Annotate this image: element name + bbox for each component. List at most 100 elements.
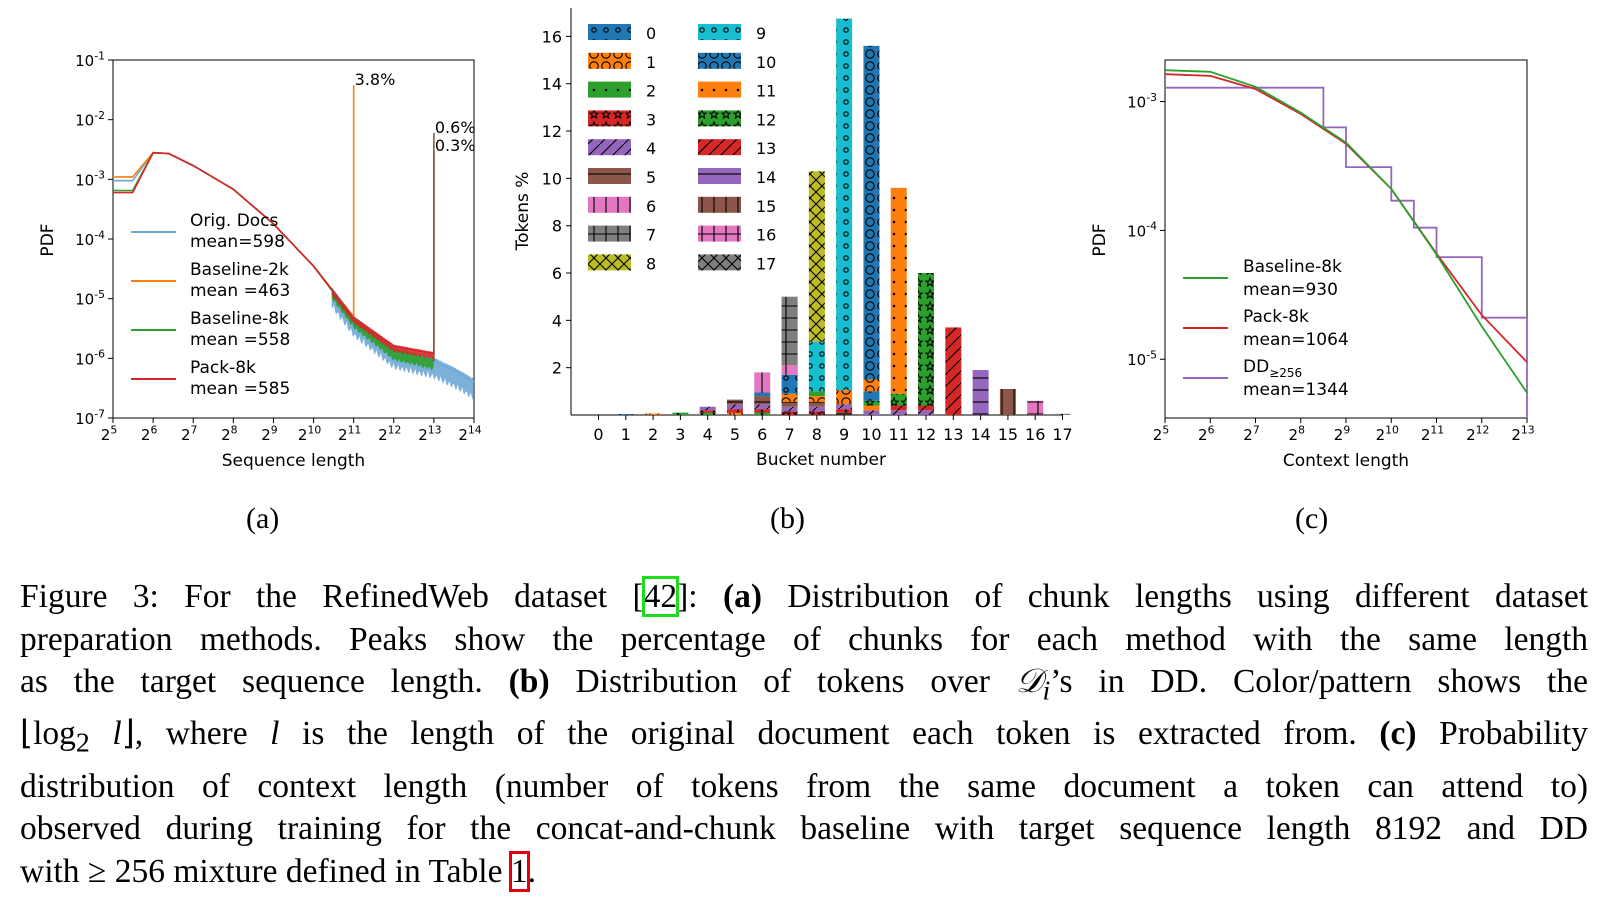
bar-segment <box>645 413 662 415</box>
x-tick-label: 29 <box>261 423 278 444</box>
legend-label: Orig. Docs <box>190 211 279 231</box>
x-axis-label: Bucket number <box>756 450 886 470</box>
legend-label: 8 <box>646 254 656 273</box>
bar-segment <box>672 412 689 415</box>
legend-swatch <box>698 24 741 40</box>
legend-swatch <box>588 139 631 156</box>
legend-swatch <box>698 52 741 69</box>
bar-segment <box>699 406 716 411</box>
bar-segment <box>863 400 880 406</box>
x-axis-label: Sequence length <box>222 451 365 471</box>
table-link[interactable]: 1 <box>508 850 530 892</box>
legend-label: Baseline-8k <box>1243 257 1342 277</box>
legend-label: 9 <box>756 24 766 43</box>
x-tick-label: 10 <box>861 425 881 444</box>
x-tick-label: 0 <box>593 425 603 444</box>
citation-link[interactable]: 42 <box>641 576 680 617</box>
bar-segment <box>781 296 798 366</box>
legend-swatch <box>698 254 741 271</box>
chart-c-frame <box>1164 59 1528 419</box>
bar-segment <box>972 370 989 415</box>
x-tick-label: 28 <box>221 423 238 444</box>
legend-swatch <box>698 81 741 98</box>
legend-label: Baseline-2k <box>190 260 289 280</box>
x-tick-label: 211 <box>1421 423 1444 444</box>
legend-label: 10 <box>756 53 776 72</box>
bar-segment <box>863 45 880 380</box>
x-tick-label: 212 <box>1466 423 1489 444</box>
bar-segment <box>754 396 771 405</box>
legend-label: 17 <box>756 254 776 273</box>
legend-label: Baseline-8k <box>190 309 289 329</box>
bar-segment <box>999 388 1016 415</box>
y-tick-label: 16 <box>542 27 562 46</box>
bar-segment <box>754 412 771 415</box>
series-noise-3 <box>331 287 434 360</box>
legend-swatch <box>698 225 741 242</box>
legend-label: Pack-8k <box>190 358 256 378</box>
x-tick-label: 8 <box>812 425 822 444</box>
bar-segment <box>918 273 935 406</box>
legend-swatch <box>698 196 741 213</box>
legend-label: 12 <box>756 110 776 129</box>
legend-mean: mean=930 <box>1243 280 1338 300</box>
bar-segment <box>863 391 880 401</box>
series-noise-2 <box>331 287 434 370</box>
x-tick-label: 5 <box>730 425 740 444</box>
chart-a: 25 26 27 28 29 210 211 212 213 214 10-7 10-6 10-5 10-… <box>38 49 482 471</box>
figure-caption: Figure 3: For the RefinedWeb dataset [42… <box>20 576 1588 894</box>
bar-segment <box>836 390 853 405</box>
caption-line-6: observed during training for the concat-… <box>20 810 1588 848</box>
y-tick-label: 10-2 <box>75 109 105 130</box>
chart-c-legend: Baseline-8k mean=930 Pack-8k mean=1064 DD≥25… <box>1183 257 1349 400</box>
panel-label-c: (c) <box>1295 502 1329 535</box>
legend-mean: mean =585 <box>190 379 290 399</box>
bar-segment <box>699 412 716 415</box>
y-tick-label: 8 <box>552 217 562 236</box>
bar-segment <box>726 409 743 413</box>
x-tick-label: 11 <box>889 425 909 444</box>
bar-segment <box>808 396 825 402</box>
x-tick-label: 25 <box>101 423 117 444</box>
bar-segment <box>808 341 825 392</box>
legend-swatch <box>698 168 741 184</box>
x-tick-label: 13 <box>943 425 963 444</box>
x-tick-label: 213 <box>418 423 441 444</box>
x-tick-label: 7 <box>784 425 794 444</box>
bar-segment <box>890 393 907 406</box>
bar-segment <box>918 405 935 411</box>
x-tick-label: 210 <box>298 423 321 444</box>
series-line-dd <box>1165 86 1528 418</box>
y-tick-label: 4 <box>552 311 562 330</box>
x-tick-label: 211 <box>338 423 361 444</box>
bar-segment <box>863 379 880 392</box>
x-tick-label: 212 <box>378 423 401 444</box>
legend-label: 3 <box>646 110 656 129</box>
y-tick-label: 10-4 <box>1127 220 1157 241</box>
bar-segment <box>808 171 825 342</box>
legend-swatch <box>588 225 631 242</box>
legend-mean: mean =463 <box>190 281 290 301</box>
series-line-0 <box>113 151 475 383</box>
chart-c: 25 26 27 28 29 210 211 212 213 10-5 10-4 10-3 Contex… <box>1090 59 1535 471</box>
caption-line-7: with ≥ 256 mixture defined in Table 1. <box>20 850 536 892</box>
y-tick-label: 2 <box>552 359 562 378</box>
series-line-1 <box>1164 73 1528 363</box>
x-tick-label: 14 <box>970 425 990 444</box>
bar-segment <box>836 412 853 415</box>
bar-segment <box>781 393 798 402</box>
legend-label: 15 <box>756 197 776 216</box>
bar-segment <box>945 327 962 415</box>
legend-label: 1 <box>646 53 656 72</box>
bar-segment <box>754 409 771 413</box>
x-tick-label: 6 <box>757 425 767 444</box>
y-tick-label: 12 <box>542 122 562 141</box>
y-tick-label: 10-6 <box>75 348 105 369</box>
x-tick-label: 9 <box>839 425 849 444</box>
bar-segment <box>808 391 825 397</box>
bar-segment <box>617 414 634 415</box>
bar-segment <box>1027 400 1044 415</box>
legend-label: DD≥256 <box>1243 357 1302 380</box>
bar-segment <box>890 410 907 415</box>
bar-segment <box>863 405 880 411</box>
